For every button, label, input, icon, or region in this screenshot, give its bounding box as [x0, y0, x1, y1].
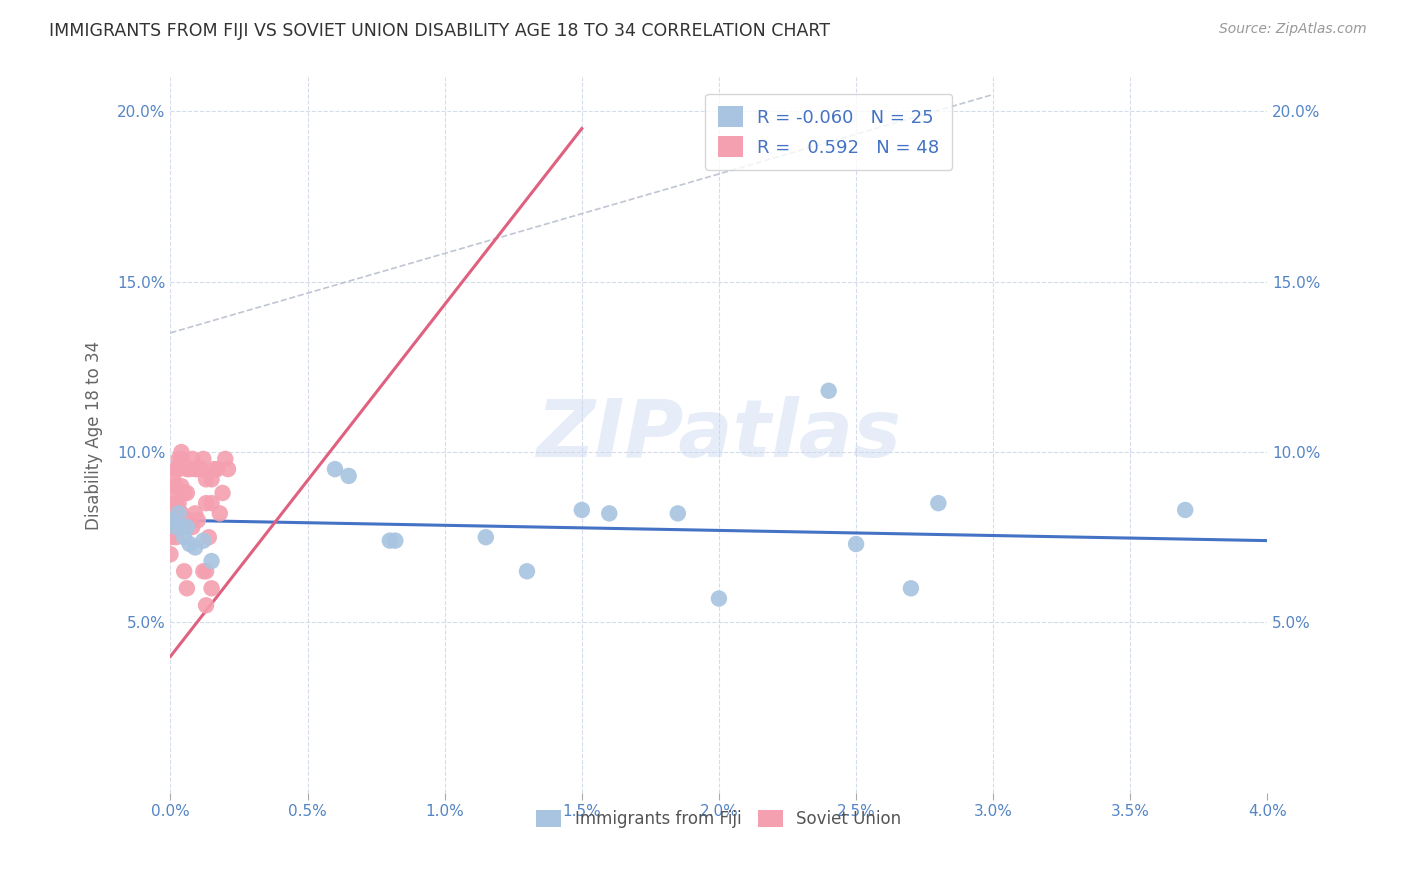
Point [184, 541, 207, 555]
Point [179, 462, 201, 476]
Point [165, 496, 187, 510]
Point [162, 472, 184, 486]
Point [200, 496, 222, 510]
Point [927, 496, 949, 510]
Point [195, 472, 218, 486]
Point [170, 507, 193, 521]
Point [900, 582, 922, 596]
Point [184, 462, 207, 476]
Point [193, 564, 215, 578]
Point [817, 384, 839, 398]
Point [181, 520, 204, 534]
Point [475, 530, 498, 544]
Text: Source: ZipAtlas.com: Source: ZipAtlas.com [1219, 22, 1367, 37]
Point [323, 462, 346, 476]
Point [179, 513, 201, 527]
Point [571, 503, 593, 517]
Point [195, 599, 218, 613]
Point [173, 486, 195, 500]
Point [187, 462, 209, 476]
Point [176, 486, 198, 500]
Text: ZIPatlas: ZIPatlas [537, 396, 901, 474]
Point [214, 451, 236, 466]
Point [195, 496, 218, 510]
Point [176, 582, 198, 596]
Point [176, 462, 198, 476]
Y-axis label: Disability Age 18 to 34: Disability Age 18 to 34 [86, 341, 103, 530]
Point [190, 462, 212, 476]
Point [159, 547, 181, 561]
Point [193, 533, 215, 548]
Point [165, 530, 187, 544]
Point [159, 530, 181, 544]
Point [159, 520, 181, 534]
Point [165, 520, 187, 534]
Point [200, 554, 222, 568]
Point [337, 469, 360, 483]
Point [159, 513, 181, 527]
Point [184, 507, 207, 521]
Point [170, 479, 193, 493]
Point [167, 462, 190, 476]
Point [195, 564, 218, 578]
Point [162, 486, 184, 500]
Point [384, 533, 406, 548]
Point [165, 462, 187, 476]
Point [208, 507, 231, 521]
Point [167, 507, 190, 521]
Point [200, 582, 222, 596]
Point [666, 507, 689, 521]
Point [198, 530, 221, 544]
Point [205, 462, 228, 476]
Text: IMMIGRANTS FROM FIJI VS SOVIET UNION DISABILITY AGE 18 TO 34 CORRELATION CHART: IMMIGRANTS FROM FIJI VS SOVIET UNION DIS… [49, 22, 830, 40]
Point [1174, 503, 1197, 517]
Point [179, 537, 201, 551]
Point [176, 520, 198, 534]
Point [162, 507, 184, 521]
Point [193, 451, 215, 466]
Legend: Immigrants from Fiji, Soviet Union: Immigrants from Fiji, Soviet Union [530, 803, 908, 834]
Point [173, 564, 195, 578]
Point [200, 472, 222, 486]
Point [202, 462, 225, 476]
Point [173, 530, 195, 544]
Point [187, 513, 209, 527]
Point [167, 496, 190, 510]
Point [211, 486, 233, 500]
Point [170, 445, 193, 459]
Point [170, 451, 193, 466]
Point [845, 537, 868, 551]
Point [598, 507, 620, 521]
Point [707, 591, 730, 606]
Point [167, 451, 190, 466]
Point [516, 564, 538, 578]
Point [162, 520, 184, 534]
Point [165, 479, 187, 493]
Point [378, 533, 401, 548]
Point [170, 520, 193, 534]
Point [181, 451, 204, 466]
Point [217, 462, 239, 476]
